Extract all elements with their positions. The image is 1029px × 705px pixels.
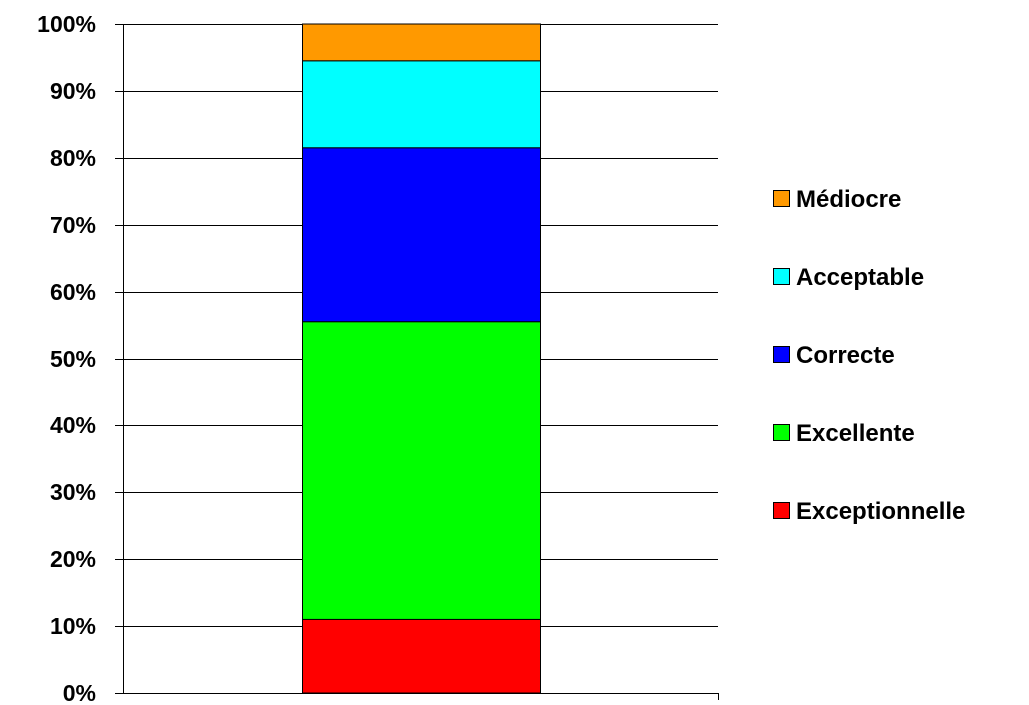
bar-segment-mediocre <box>302 23 541 62</box>
y-tick-labels: 0% 10% 20% 30% 40% 50% 60% 70% 80% 90% 100% <box>37 11 96 705</box>
y-tick-label: 30% <box>50 479 96 505</box>
legend-swatch-mediocre <box>773 190 790 207</box>
legend-swatch-excellente <box>773 424 790 441</box>
legend-label-acceptable: Acceptable <box>796 264 924 291</box>
legend-swatch-exceptionnelle <box>773 502 790 519</box>
legend-swatch-acceptable <box>773 268 790 285</box>
legend-swatch-correcte <box>773 346 790 363</box>
y-tick-label: 80% <box>50 145 96 171</box>
y-axis <box>115 24 719 700</box>
legend-label-correcte: Correcte <box>796 342 895 369</box>
bar-segment-acceptable <box>302 60 541 149</box>
bar-segment-exceptionnelle <box>302 618 541 694</box>
legend-label-exceptionnelle: Exceptionnelle <box>796 498 965 525</box>
y-tick-label: 10% <box>50 613 96 639</box>
legend-label-excellente: Excellente <box>796 420 915 447</box>
y-tick-label: 0% <box>63 680 96 705</box>
y-tick-label: 40% <box>50 412 96 438</box>
bar-segment-correcte <box>302 147 541 323</box>
y-tick-label: 60% <box>50 279 96 305</box>
stacked-bar <box>302 23 541 694</box>
y-tick-label: 50% <box>50 346 96 372</box>
y-tick-label: 100% <box>37 11 96 37</box>
y-tick-label: 90% <box>50 78 96 104</box>
y-tick-label: 70% <box>50 212 96 238</box>
bar-segment-excellente <box>302 321 541 620</box>
legend: Médiocre Acceptable Correcte Excellente Exce… <box>773 186 965 525</box>
y-tick-label: 20% <box>50 546 96 572</box>
legend-label-mediocre: Médiocre <box>796 186 901 213</box>
